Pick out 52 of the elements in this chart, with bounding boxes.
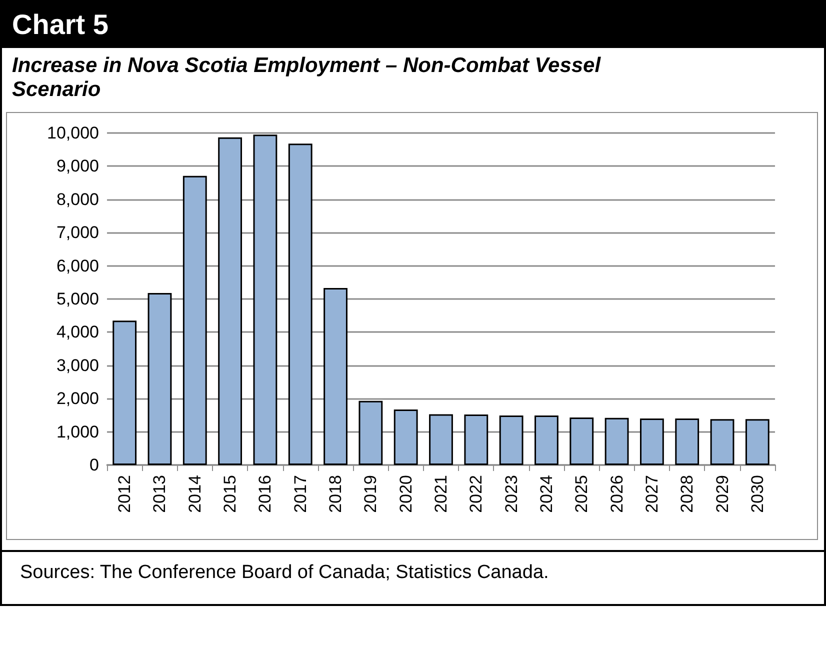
x-tick-label: 2029 (712, 475, 732, 513)
x-tick-label: 2012 (115, 475, 134, 513)
bar (148, 293, 172, 465)
bar (358, 400, 383, 465)
x-tick-label: 2015 (220, 475, 240, 513)
x-tick-label: 2013 (150, 475, 170, 513)
bar (499, 416, 524, 465)
bar (710, 419, 734, 465)
x-tick-label: 2014 (185, 475, 204, 513)
x-tick-label: 2017 (290, 475, 310, 513)
bar (604, 418, 629, 465)
x-tick-label: 2025 (572, 475, 592, 513)
x-tick-label: 2019 (361, 475, 380, 513)
y-tick-label: 3,000 (56, 356, 99, 375)
bar (534, 416, 558, 465)
x-tick-label: 2028 (678, 475, 697, 513)
x-tick-label: 2020 (396, 475, 416, 513)
bar (429, 414, 453, 465)
bar (253, 134, 278, 465)
y-tick-label: 2,000 (56, 389, 99, 408)
y-tick-label: 9,000 (56, 156, 99, 176)
x-tick-label: 2018 (326, 475, 346, 513)
bar (640, 418, 664, 465)
bar (218, 137, 242, 465)
x-tick-label: 2027 (642, 475, 662, 513)
y-tick-label: 6,000 (56, 256, 99, 276)
x-tick-label: 2016 (256, 475, 275, 513)
bar (182, 176, 207, 465)
bar (464, 414, 488, 465)
chart-subtitle: Increase in Nova Scotia Employment – Non-Combat Vessel Scenario (11, 53, 602, 102)
y-tick-label: 4,000 (56, 322, 99, 342)
x-tick-label: 2023 (502, 475, 521, 513)
chart-title: Chart 5 (2, 2, 824, 48)
y-tick-label: 1,000 (56, 422, 99, 442)
x-tick-label: 2026 (607, 475, 626, 513)
bar (570, 418, 594, 465)
y-tick-label: 10,000 (47, 124, 99, 142)
bar (112, 320, 137, 465)
x-tick-label: 2030 (748, 475, 767, 513)
bar (745, 419, 770, 465)
y-tick-label: 5,000 (56, 290, 99, 308)
source-note: Sources: The Conference Board of Canada; Statistics Canada. (20, 562, 549, 584)
y-tick-label: 8,000 (56, 190, 99, 209)
bar (675, 418, 700, 465)
x-tick-label: 2024 (536, 475, 556, 513)
x-tick-label: 2021 (432, 475, 450, 513)
bar (394, 410, 418, 465)
y-tick-label: 7,000 (56, 223, 99, 242)
x-tick-label: 2022 (466, 475, 486, 513)
bar (288, 144, 312, 465)
y-tick-label: 0 (90, 456, 99, 474)
bar (324, 288, 348, 465)
